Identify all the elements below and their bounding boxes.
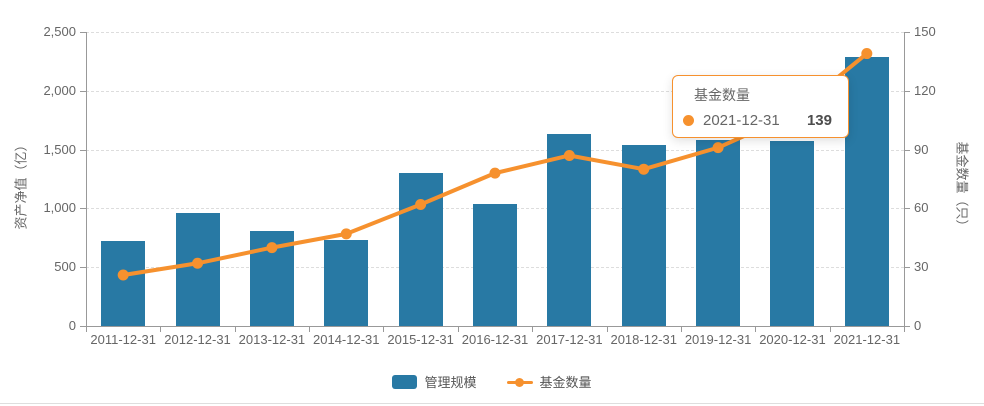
bar-2016-12-31[interactable] [473, 203, 517, 326]
tooltip: 基金数量 2021-12-31 139 [672, 75, 849, 138]
x-axis-tick [532, 326, 534, 332]
x-axis-line [86, 326, 905, 327]
x-axis-tick [457, 326, 459, 332]
legend-label: 管理规模 [424, 375, 477, 390]
right-axis-tick [904, 149, 910, 151]
legend-label: 基金数量 [539, 375, 592, 390]
left-y-axis-tick-label: 1,500 [43, 141, 76, 157]
x-axis-tick [829, 326, 831, 332]
x-axis-label: 2015-12-31 [387, 332, 454, 347]
x-axis-label: 2014-12-31 [313, 332, 380, 347]
x-axis-label: 2017-12-31 [536, 332, 603, 347]
left-axis-tick [80, 326, 86, 327]
tooltip-title: 基金数量 [694, 87, 750, 103]
series-dot-icon [683, 115, 694, 126]
left-y-axis-line [86, 32, 87, 326]
x-axis-tick [680, 326, 682, 332]
x-axis-tick [160, 326, 162, 332]
line-legend-swatch-icon [506, 375, 533, 389]
right-y-axis-tick-label: 60 [914, 200, 929, 216]
right-axis-tick [904, 90, 910, 92]
bar-legend-swatch-icon [392, 374, 418, 389]
x-axis-label: 2020-12-31 [759, 332, 826, 347]
right-y-axis-title: 基金数量（只） [954, 141, 970, 233]
x-axis-label: 2019-12-31 [684, 332, 752, 347]
right-y-axis-tick-label: 90 [914, 141, 929, 157]
bar-2018-12-31[interactable] [621, 145, 666, 326]
grid-line [86, 32, 904, 33]
x-axis-tick [904, 326, 905, 332]
x-axis-tick [383, 326, 385, 332]
bottom-divider [0, 403, 984, 404]
right-y-axis-tick-label: 0 [914, 318, 922, 333]
x-axis-label: 2011-12-31 [90, 332, 156, 347]
left-axis-tick [80, 208, 86, 210]
bar-2020-12-31[interactable] [770, 140, 815, 326]
x-axis-label: 2018-12-31 [610, 332, 677, 347]
right-y-axis-tick-label: 150 [914, 24, 936, 39]
x-axis-tick [309, 326, 311, 332]
bar-2019-12-31[interactable] [696, 139, 741, 326]
right-axis-tick [904, 326, 910, 327]
legend-item-scale[interactable]: 管理规模 [392, 372, 477, 391]
right-axis-tick [904, 208, 910, 210]
x-axis-tick [234, 326, 236, 332]
x-axis-tick [606, 326, 608, 332]
left-y-axis-tick-label: 500 [54, 259, 76, 275]
bar-2017-12-31[interactable] [547, 134, 592, 326]
tooltip-date: 2021-12-31 [703, 112, 780, 129]
left-y-axis-tick-label: 0 [68, 318, 76, 333]
tooltip-value: 139 [806, 112, 832, 129]
bar-2014-12-31[interactable] [324, 239, 369, 326]
x-axis-label: 2021-12-31 [833, 332, 901, 347]
line-point-2016-12-31[interactable] [489, 167, 501, 179]
bar-2021-12-31[interactable] [844, 57, 889, 326]
left-y-axis-tick-label: 1,000 [43, 200, 76, 216]
bar-2011-12-31[interactable] [101, 240, 146, 326]
left-axis-tick [80, 267, 86, 269]
legend-item-fund-count[interactable]: 基金数量 [506, 372, 592, 391]
x-axis-label: 2013-12-31 [238, 332, 306, 347]
right-axis-tick [904, 32, 910, 33]
left-y-axis-tick-label: 2,000 [43, 82, 76, 98]
right-axis-tick [904, 267, 910, 269]
left-y-axis-tick-label: 2,500 [43, 24, 76, 39]
right-y-axis-tick-label: 120 [914, 82, 936, 98]
legend: 管理规模 基金数量 [0, 372, 984, 391]
bar-2013-12-31[interactable] [249, 230, 294, 326]
left-axis-tick [80, 32, 86, 33]
left-axis-tick [80, 90, 86, 92]
line-point-2014-12-31[interactable] [340, 228, 352, 240]
x-axis-label: 2012-12-31 [164, 332, 231, 347]
tooltip-row: 2021-12-31 139 [683, 112, 834, 129]
x-axis-tick [86, 326, 87, 332]
right-y-axis-tick-label: 30 [914, 259, 929, 275]
x-axis-tick [755, 326, 757, 332]
x-axis-label: 2016-12-31 [461, 332, 529, 347]
right-y-axis-line [904, 32, 905, 326]
bar-2015-12-31[interactable] [398, 172, 443, 326]
left-axis-tick [80, 149, 86, 151]
bar-2012-12-31[interactable] [175, 212, 220, 326]
